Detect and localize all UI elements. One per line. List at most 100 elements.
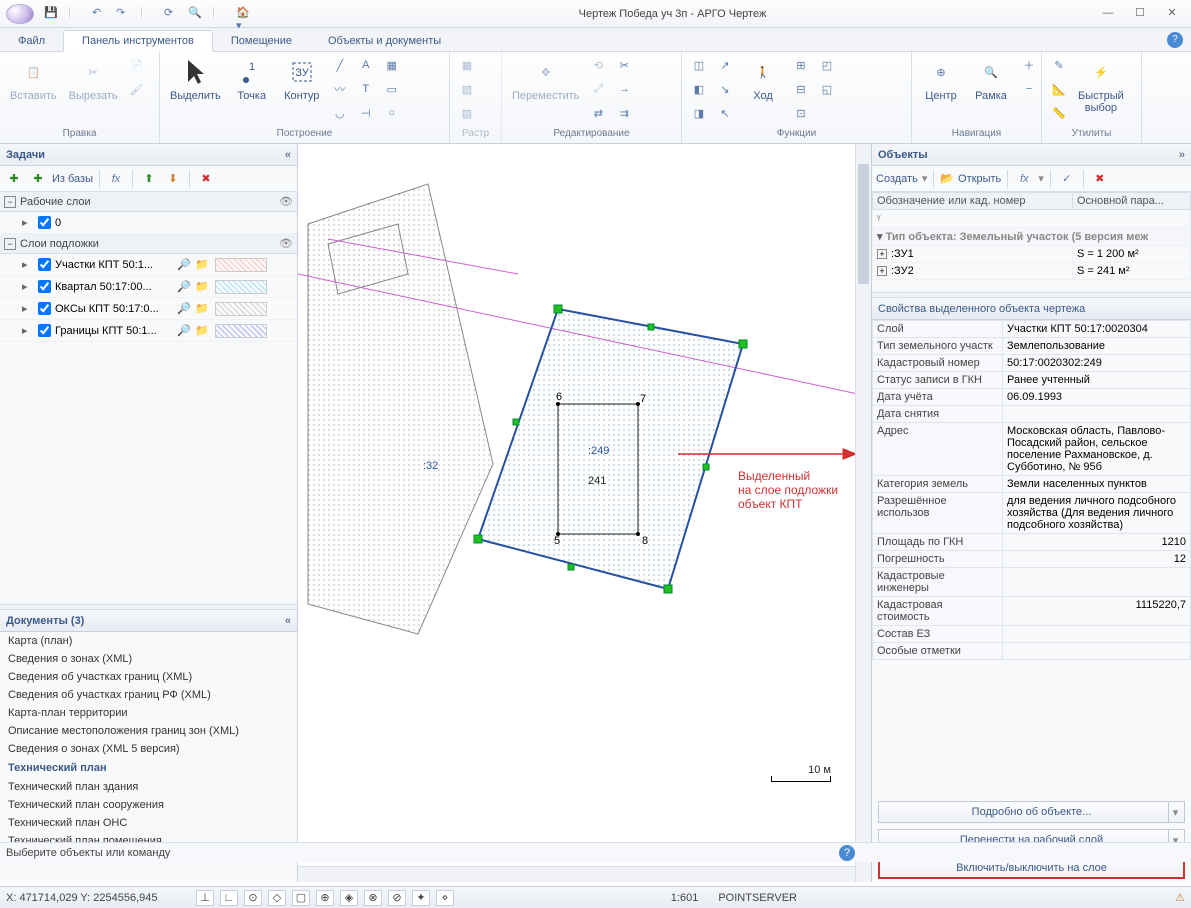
hscrollbar[interactable] [298, 866, 855, 882]
doc-item[interactable]: Сведения о зонах (XML 5 версия) [0, 740, 297, 758]
doc-item[interactable]: Карта-план территории [0, 704, 297, 722]
snap6-icon[interactable]: ⊕ [316, 890, 334, 906]
open-button[interactable]: Открыть [958, 173, 1001, 185]
f6-icon[interactable]: ↖ [714, 102, 736, 124]
layer-row[interactable]: ▸Границы КПТ 50:1...🔎📁 [0, 320, 297, 342]
prop-row[interactable]: Дата снятия [873, 406, 1191, 423]
center-button[interactable]: ⊕Центр [918, 54, 964, 104]
folder-icon[interactable]: 📁 [195, 324, 211, 337]
minimize-button[interactable]: — [1093, 4, 1123, 24]
layer-row[interactable]: ▸Участки КПТ 50:1...🔎📁 [0, 254, 297, 276]
hatch-icon[interactable]: ▦ [381, 54, 403, 76]
prop-row[interactable]: Площадь по ГКН1210 [873, 534, 1191, 551]
folder-icon[interactable]: 📁 [195, 280, 211, 293]
u3-icon[interactable]: 📏 [1048, 102, 1070, 124]
doc-item[interactable]: Карта (план) [0, 632, 297, 650]
arc-icon[interactable]: ◡ [329, 102, 351, 124]
folder-icon[interactable]: 📂 [940, 172, 954, 185]
f1-icon[interactable]: ◫ [688, 54, 710, 76]
filter-icon[interactable]: ᵞ [877, 213, 881, 225]
raster3-icon[interactable]: ▨ [456, 102, 478, 124]
col-header[interactable]: Основной пара... [1073, 193, 1191, 210]
delete-icon[interactable]: ✖ [196, 169, 216, 189]
snap7-icon[interactable]: ◈ [340, 890, 358, 906]
point-button[interactable]: 1Точка [229, 54, 275, 104]
fromdb-label[interactable]: Из базы [52, 173, 93, 185]
group-row[interactable]: ▾ Тип объекта: Земельный участок (5 верс… [873, 228, 1191, 246]
raster1-icon[interactable]: ▦ [456, 54, 478, 76]
f11-icon[interactable]: ◱ [816, 78, 838, 100]
f10-icon[interactable]: ◰ [816, 54, 838, 76]
quicksel-button[interactable]: ⚡Быстрый выбор [1074, 54, 1128, 116]
layer-checkbox[interactable] [38, 258, 51, 271]
prop-row[interactable]: Тип земельного участкЗемлепользование [873, 338, 1191, 355]
table-row[interactable]: +:ЗУ1S = 1 200 м² [873, 246, 1191, 263]
f4-icon[interactable]: ↗ [714, 54, 736, 76]
tab-room[interactable]: Помещение [213, 31, 310, 51]
section-baselayers[interactable]: −Слои подложки👁 [0, 234, 297, 254]
trim-icon[interactable]: ✂ [613, 54, 635, 76]
undo-icon[interactable]: ↶ [92, 6, 108, 22]
f3-icon[interactable]: ◨ [688, 102, 710, 124]
doc-item[interactable]: Сведения о зонах (XML) [0, 650, 297, 668]
paste-button[interactable]: 📋Вставить [6, 54, 61, 104]
scale-text[interactable]: 1:601 [671, 892, 699, 904]
help-icon[interactable]: ? [839, 845, 855, 861]
check-icon[interactable]: ✓ [1057, 169, 1077, 189]
snap2-icon[interactable]: ∟ [220, 890, 238, 906]
zoomin-icon[interactable]: ＋ [1018, 54, 1040, 76]
col-header[interactable]: Обозначение или кад. номер [873, 193, 1073, 210]
frame-button[interactable]: 🔍Рамка [968, 54, 1014, 104]
help-icon[interactable]: ? [1167, 32, 1183, 48]
fx-icon[interactable]: fx [106, 169, 126, 189]
doc-item[interactable]: Технический план сооружения [0, 796, 297, 814]
canvas[interactable]: :32 :249 241 6 7 5 8 Выделенный на слое … [298, 144, 871, 882]
maximize-button[interactable]: ☐ [1125, 4, 1155, 24]
tab-toolpanel[interactable]: Панель инструментов [63, 30, 213, 52]
text2-icon[interactable]: T [355, 78, 377, 100]
pin-icon[interactable]: « [285, 615, 291, 627]
find-icon[interactable]: 🔎 [177, 258, 193, 271]
go-button[interactable]: 🚶Ход [740, 54, 786, 104]
prop-row[interactable]: АдресМосковская область, Павлово-Посадск… [873, 423, 1191, 476]
find-icon[interactable]: 🔎 [177, 324, 193, 337]
snap11-icon[interactable]: ⋄ [436, 890, 454, 906]
f9-icon[interactable]: ⊡ [790, 102, 812, 124]
up-icon[interactable]: ⬆ [139, 169, 159, 189]
prop-row[interactable]: Кадастровый номер50:17:0020302:249 [873, 355, 1191, 372]
doc-item[interactable]: Технический план ОНС [0, 814, 297, 832]
layer-row[interactable]: ▸ОКСы КПТ 50:17:0...🔎📁 [0, 298, 297, 320]
doc-item[interactable]: Технический план здания [0, 778, 297, 796]
prop-row[interactable]: Дата учёта06.09.1993 [873, 389, 1191, 406]
folder-icon[interactable]: 📁 [195, 258, 211, 271]
warn-icon[interactable]: ⚠ [1175, 891, 1185, 904]
snap5-icon[interactable]: ▢ [292, 890, 310, 906]
redo-icon[interactable]: ↷ [116, 6, 132, 22]
raster2-icon[interactable]: ▧ [456, 78, 478, 100]
pin-icon[interactable]: « [285, 149, 291, 161]
prop-row[interactable]: Особые отметки [873, 643, 1191, 660]
rect-icon[interactable]: ▭ [381, 78, 403, 100]
close-button[interactable]: ✕ [1157, 4, 1187, 24]
tab-objects[interactable]: Объекты и документы [310, 31, 459, 51]
eye-icon[interactable]: 👁 [279, 237, 293, 250]
add-icon[interactable]: ✚ [4, 169, 24, 189]
home-icon[interactable]: 🏠▾ [236, 6, 252, 22]
down-icon[interactable]: ⬇ [163, 169, 183, 189]
prop-row[interactable]: Кадастровая стоимость1115220,7 [873, 597, 1191, 626]
layer-checkbox[interactable] [38, 280, 51, 293]
detail-button[interactable]: Подробно об объекте...▾ [878, 801, 1185, 823]
prop-row[interactable]: Статус записи в ГКНРанее учтенный [873, 372, 1191, 389]
layer-checkbox[interactable] [38, 324, 51, 337]
mirror-icon[interactable]: ⇄ [587, 102, 609, 124]
rotate-icon[interactable]: ⟲ [587, 54, 609, 76]
search-icon[interactable]: 🔍 [188, 6, 204, 22]
f5-icon[interactable]: ↘ [714, 78, 736, 100]
section-worklayers[interactable]: −Рабочие слои👁 [0, 192, 297, 212]
u2-icon[interactable]: 📐 [1048, 78, 1070, 100]
snap9-icon[interactable]: ⊘ [388, 890, 406, 906]
line-icon[interactable]: ╱ [329, 54, 351, 76]
eye-icon[interactable]: 👁 [279, 195, 293, 208]
pin-icon[interactable]: » [1179, 149, 1185, 161]
text-icon[interactable]: A [355, 54, 377, 76]
